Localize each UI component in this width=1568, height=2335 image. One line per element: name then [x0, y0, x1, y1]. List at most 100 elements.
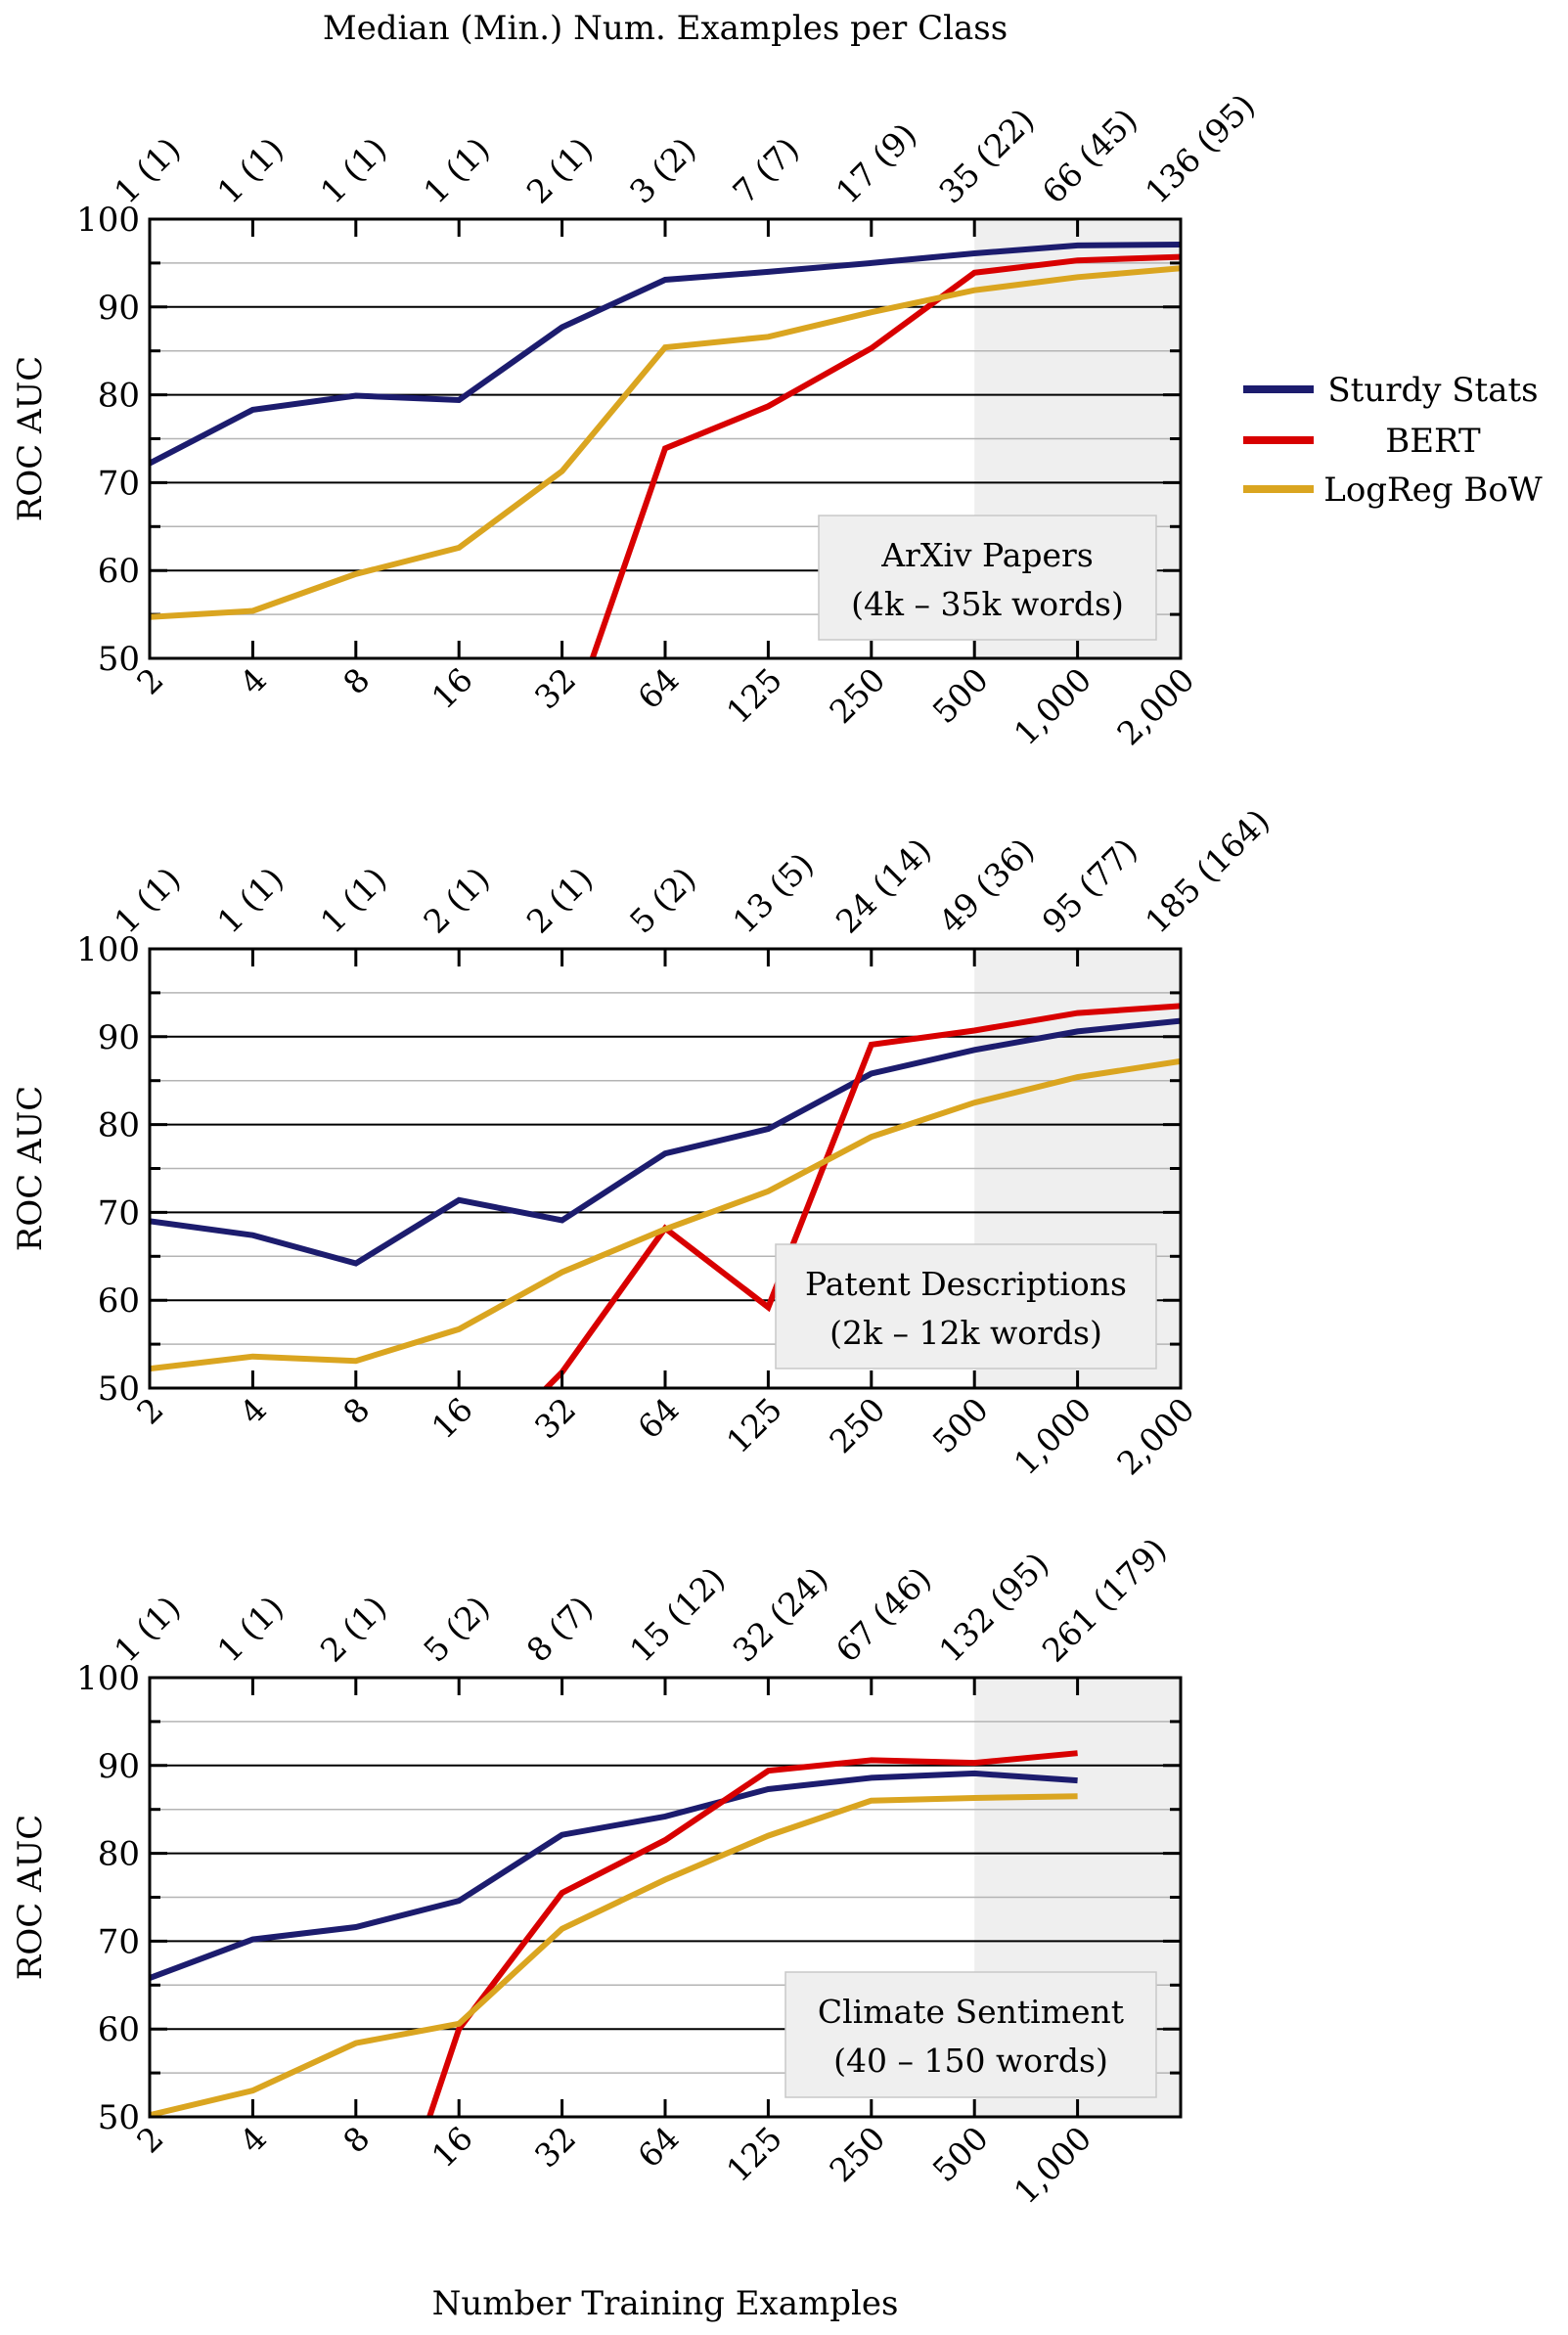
- y-tick-label: 90: [98, 1018, 140, 1057]
- top-tick-label: 17 (9): [829, 115, 924, 211]
- x-tick-label: 64: [630, 1390, 686, 1446]
- y-tick-label: 100: [76, 930, 140, 969]
- top-tick-label: 1 (1): [416, 130, 497, 211]
- y-tick-label: 70: [98, 1193, 140, 1233]
- top-tick-label: 7 (7): [725, 130, 806, 211]
- top-axis-title: Median (Min.) Num. Examples per Class: [323, 9, 1008, 48]
- top-tick-label: 1 (1): [313, 130, 394, 211]
- top-tick-label: 1 (1): [209, 130, 291, 211]
- dataset-label-box: [818, 515, 1157, 641]
- chart-panel-arxiv: ArXiv Papers (4k – 35k words) 50 60 70 80 90 10…: [11, 86, 1263, 752]
- top-tick-label: 2 (1): [519, 860, 601, 941]
- y-tick-label: 90: [98, 1747, 140, 1786]
- top-tick-label: 2 (1): [313, 1589, 394, 1670]
- chart-panel-climate: Climate Sentiment (40 – 150 words) 50 60 70 8…: [11, 1530, 1183, 2211]
- top-tick-label: 261 (179): [1035, 1530, 1174, 1669]
- y-tick-label: 70: [98, 464, 140, 503]
- y-tick-label: 60: [98, 2010, 140, 2049]
- top-tick-label: 2 (1): [519, 130, 601, 211]
- y-axis-label: ROC AUC: [11, 356, 50, 522]
- top-tick-label: 49 (36): [931, 831, 1042, 941]
- x-tick-label: 2,000: [1109, 660, 1201, 752]
- legend-label-logreg-bow: LogReg BoW: [1323, 471, 1543, 510]
- x-tick-label: 250: [822, 2119, 892, 2189]
- top-tick-label: 13 (5): [725, 845, 821, 941]
- dataset-title: Patent Descriptions: [805, 1265, 1127, 1303]
- dataset-title: ArXiv Papers: [880, 536, 1094, 574]
- top-tick-label: 5 (2): [622, 860, 703, 941]
- top-tick-label: 2 (1): [416, 860, 497, 941]
- legend: Sturdy Stats BERT LogReg BoW: [1243, 371, 1543, 510]
- top-tick-label: 67 (46): [829, 1559, 939, 1670]
- x-tick-label: 250: [822, 660, 892, 731]
- y-tick-label: 80: [98, 1106, 140, 1145]
- x-tick-label: 32: [527, 660, 583, 716]
- legend-label-bert: BERT: [1385, 422, 1481, 461]
- top-tick-label: 1 (1): [107, 130, 188, 211]
- x-tick-label: 8: [336, 660, 377, 701]
- y-tick-label: 60: [98, 1281, 140, 1321]
- x-tick-label: 500: [925, 1390, 996, 1460]
- top-tick-label: 185 (164): [1138, 801, 1277, 940]
- y-axis-label: ROC AUC: [11, 1086, 50, 1252]
- y-tick-label: 80: [98, 377, 140, 416]
- chart-panel-patent: Patent Descriptions (2k – 12k words) 50 60 7…: [11, 801, 1277, 1482]
- y-tick-label: 80: [98, 1835, 140, 1874]
- top-tick-label: 136 (95): [1138, 86, 1262, 210]
- x-tick-label: 64: [630, 2119, 686, 2175]
- top-tick-label: 1 (1): [313, 860, 394, 941]
- x-tick-label: 500: [925, 660, 996, 731]
- top-tick-label: 3 (2): [622, 130, 703, 211]
- x-tick-label: 16: [425, 1390, 480, 1446]
- series-line-logreg-bow: [150, 1057, 1181, 1372]
- x-tick-label: 250: [822, 1390, 892, 1460]
- series-line-bert: [542, 1003, 1181, 1388]
- x-tick-label: 16: [425, 660, 480, 716]
- top-tick-label: 32 (24): [725, 1559, 835, 1670]
- x-tick-label: 1,000: [1007, 1390, 1098, 1482]
- x-tick-label: 1,000: [1007, 660, 1098, 752]
- x-tick-label: 8: [336, 2119, 377, 2160]
- y-tick-label: 50: [98, 1370, 140, 1409]
- series-line-logreg-bow: [150, 265, 1181, 620]
- top-tick-label: 5 (2): [416, 1589, 497, 1670]
- dataset-subtitle: (2k – 12k words): [829, 1314, 1102, 1352]
- x-tick-label: 4: [233, 2119, 274, 2160]
- dataset-subtitle: (40 – 150 words): [833, 2042, 1108, 2080]
- y-tick-label: 50: [98, 2098, 140, 2137]
- dataset-label-box: [784, 1971, 1157, 2098]
- x-tick-label: 16: [425, 2119, 480, 2175]
- top-tick-label: 1 (1): [107, 860, 188, 941]
- x-tick-label: 32: [527, 1390, 583, 1446]
- y-tick-label: 50: [98, 640, 140, 679]
- series-line-bert: [589, 253, 1181, 658]
- top-tick-label: 1 (1): [107, 1589, 188, 1670]
- series-line-sturdy-stats: [150, 1770, 1078, 1981]
- bottom-axis-title: Number Training Examples: [432, 2284, 899, 2323]
- y-tick-label: 100: [76, 201, 140, 240]
- top-tick-label: 35 (22): [931, 101, 1042, 211]
- x-tick-label: 125: [719, 660, 789, 731]
- top-tick-label: 1 (1): [209, 1589, 291, 1670]
- x-tick-label: 64: [630, 660, 686, 716]
- x-tick-label: 125: [719, 1390, 789, 1460]
- x-tick-label: 1,000: [1007, 2119, 1098, 2211]
- y-axis-label: ROC AUC: [11, 1815, 50, 1981]
- top-tick-label: 8 (7): [519, 1589, 601, 1670]
- top-tick-label: 132 (95): [931, 1545, 1055, 1669]
- y-tick-label: 100: [76, 1659, 140, 1698]
- legend-label-sturdy-stats: Sturdy Stats: [1327, 371, 1538, 410]
- x-tick-label: 2,000: [1109, 1390, 1201, 1482]
- x-tick-label: 32: [527, 2119, 583, 2175]
- x-tick-label: 500: [925, 2119, 996, 2189]
- series-line-sturdy-stats: [150, 242, 1181, 467]
- y-tick-label: 60: [98, 552, 140, 591]
- series-line-logreg-bow: [150, 1793, 1078, 2117]
- y-tick-label: 70: [98, 1922, 140, 1961]
- x-tick-label: 4: [233, 660, 274, 701]
- top-tick-label: 95 (77): [1035, 831, 1145, 941]
- dataset-title: Climate Sentiment: [818, 1993, 1124, 2031]
- dataset-subtitle: (4k – 35k words): [851, 585, 1124, 623]
- series-line-sturdy-stats: [150, 1017, 1181, 1267]
